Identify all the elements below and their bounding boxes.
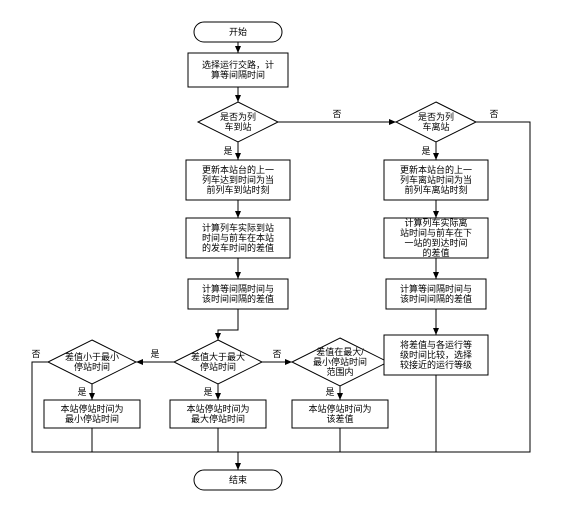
node-text: 的发车时间的差值 [202, 242, 274, 253]
node-isDepart: 是否为列车离站 [396, 102, 476, 142]
edge-label: 是 [325, 387, 334, 397]
edge-label: 是 [421, 146, 430, 156]
node-text: 选择运行交路，计 [202, 59, 274, 70]
edge-label: 是 [203, 387, 212, 397]
node-text: 站时间与前车在下 [400, 227, 472, 238]
edge-label: 否 [31, 349, 40, 359]
node-text: 车到站 [224, 121, 251, 132]
node-text: 本站停站时间为 [308, 403, 371, 414]
node-text: 该时间间隔的差值 [400, 293, 472, 304]
node-text: 计算列车实际离 [404, 217, 467, 228]
node-text: 的差值 [422, 247, 449, 258]
node-text: 开始 [229, 26, 247, 37]
node-text: 该差值 [326, 413, 353, 424]
node-calcDepDiff: 计算列车实际离站时间与前车在下一站的到达时间的差值 [384, 217, 488, 258]
node-text: 本站停站时间为 [186, 403, 249, 414]
node-text: 是否为列 [418, 111, 454, 122]
node-text: 车离站 [422, 121, 449, 132]
node-ltMin: 差值小于最小停站时间 [48, 340, 136, 384]
edge-label: 否 [489, 109, 498, 119]
node-updArrive: 更新本站台的上一列车达到时间为当前列车到站时刻 [186, 160, 290, 200]
node-text: 级时间比较，选择 [400, 349, 472, 360]
node-text: 算等间隔时间 [211, 69, 265, 80]
node-text: 一站的到达时间 [404, 237, 467, 248]
node-updDepart: 更新本站台的上一列车离站时间为当前列车离站时刻 [384, 160, 488, 200]
node-text: 该时间间隔的差值 [202, 293, 274, 304]
node-text: 是否为列 [220, 111, 256, 122]
edge-label: 是 [77, 387, 86, 397]
flowchart-canvas: 开始结束选择运行交路，计算等间隔时间是否为列车到站是否为列车离站更新本站台的上一… [0, 0, 567, 509]
node-text: 将差值与各运行等 [400, 339, 472, 350]
node-text: 最小停站时间 [313, 356, 367, 367]
node-cmpLevel: 将差值与各运行等级时间比较，选择较接近的运行等级 [384, 335, 488, 375]
node-text: 最大停站时间 [191, 413, 245, 424]
node-text: 列车离站时间为当 [400, 174, 472, 185]
node-gtMax: 差值大于最大停站时间 [174, 340, 262, 384]
node-text: 计算等间隔时间与 [400, 283, 472, 294]
node-text: 停站时间 [74, 361, 110, 372]
node-text: 范围内 [326, 366, 353, 377]
node-text: 差值大于最大 [191, 351, 245, 362]
node-setDiff: 本站停站时间为该差值 [292, 400, 388, 428]
edge-label: 否 [272, 349, 281, 359]
node-start: 开始 [194, 22, 282, 42]
edge-label: 是 [150, 349, 159, 359]
node-text: 最小停站时间 [65, 413, 119, 424]
node-text: 更新本站台的上一 [202, 164, 274, 175]
node-text: 计算列车实际到站 [202, 222, 274, 233]
node-isArrive: 是否为列车到站 [198, 102, 278, 142]
node-calcIntD: 计算等间隔时间与该时间间隔的差值 [386, 279, 486, 309]
node-calcIntA: 计算等间隔时间与该时间间隔的差值 [188, 279, 288, 309]
node-setMax: 本站停站时间为最大停站时间 [170, 400, 266, 428]
node-text: 列车达到时间为当 [202, 174, 274, 185]
node-text: 前列车到站时刻 [206, 184, 269, 195]
node-end: 结束 [194, 470, 282, 490]
node-text: 前列车离站时刻 [404, 184, 467, 195]
node-text: 更新本站台的上一 [400, 164, 472, 175]
node-inRange: 差值在最大/最小停站时间范围内 [292, 338, 388, 386]
node-text: 结束 [229, 474, 247, 485]
node-text: 停站时间 [200, 361, 236, 372]
node-selRoute: 选择运行交路，计算等间隔时间 [188, 53, 288, 87]
edge [218, 309, 238, 340]
node-text: 本站停站时间为 [60, 403, 123, 414]
node-text: 计算等间隔时间与 [202, 283, 274, 294]
node-text: 时间与前车在本站 [202, 232, 274, 243]
node-text: 较接近的运行等级 [400, 359, 472, 370]
edge-label: 是 [223, 146, 232, 156]
node-text: 差值在最大/ [316, 346, 364, 357]
node-text: 差值小于最小 [65, 351, 119, 362]
edge-label: 否 [332, 109, 341, 119]
node-calcArrDiff: 计算列车实际到站时间与前车在本站的发车时间的差值 [186, 218, 290, 258]
node-setMin: 本站停站时间为最小停站时间 [44, 400, 140, 428]
